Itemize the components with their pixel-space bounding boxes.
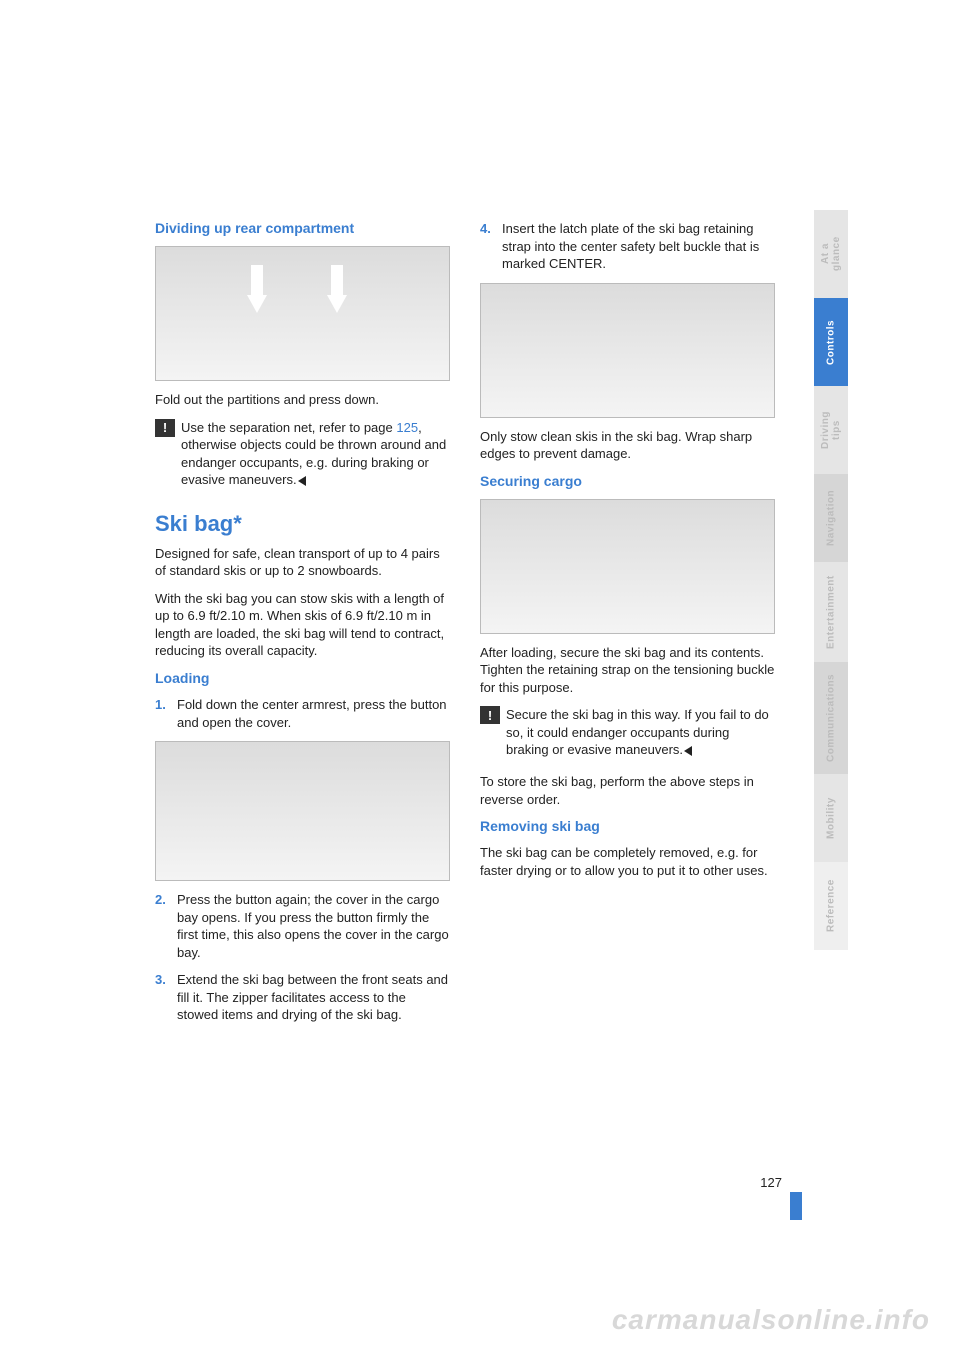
step-4-num: 4. (480, 220, 491, 238)
page-number: 127 (760, 1175, 782, 1190)
note1-a: Use the separation net, refer to page (181, 420, 396, 435)
watermark-text: carmanualsonline.info (612, 1304, 930, 1336)
step-1-text: Fold down the center armrest, press the … (177, 697, 447, 730)
heading-removing: Removing ski bag (480, 818, 775, 834)
right-column: 4. Insert the latch plate of the ski bag … (480, 220, 775, 1034)
text-fold-partitions: Fold out the partitions and press down. (155, 391, 450, 409)
step-1: 1. Fold down the center armrest, press th… (155, 696, 450, 731)
step-2-num: 2. (155, 891, 166, 909)
page-number-bar (790, 1192, 802, 1220)
step-3-num: 3. (155, 971, 166, 989)
warning-separation-net: Use the separation net, refer to page 12… (155, 419, 450, 489)
text-store: To store the ski bag, perform the above … (480, 773, 775, 808)
warning-text-2: Secure the ski bag in this way. If you f… (506, 706, 775, 759)
steps-loading-c: 4. Insert the latch plate of the ski bag … (480, 220, 775, 273)
note2-text: Secure the ski bag in this way. If you f… (506, 707, 769, 757)
step-1-num: 1. (155, 696, 166, 714)
figure-latch-plate (480, 283, 775, 418)
warning-secure-bag: Secure the ski bag in this way. If you f… (480, 706, 775, 759)
text-ski1: Designed for safe, clean transport of up… (155, 545, 450, 580)
content-columns: Dividing up rear compartment Fold out th… (155, 220, 775, 1034)
step-2-text: Press the button again; the cover in the… (177, 892, 449, 960)
tab-driving-tips[interactable]: Driving tips (814, 386, 848, 474)
text-ski2: With the ski bag you can stow skis with … (155, 590, 450, 660)
heading-dividing: Dividing up rear compartment (155, 220, 450, 236)
warning-icon (155, 419, 175, 437)
steps-loading-a: 1. Fold down the center armrest, press th… (155, 696, 450, 731)
warning-text: Use the separation net, refer to page 12… (181, 419, 450, 489)
tab-at-a-glance[interactable]: At a glance (814, 210, 848, 298)
text-stow: Only stow clean skis in the ski bag. Wra… (480, 428, 775, 463)
figure-armrest-cover (155, 741, 450, 881)
page-root: Dividing up rear compartment Fold out th… (0, 0, 960, 1358)
tab-entertainment[interactable]: Entertainment (814, 562, 848, 662)
warning-icon (480, 706, 500, 724)
step-2: 2. Press the button again; the cover in t… (155, 891, 450, 961)
step-3-text: Extend the ski bag between the front sea… (177, 972, 448, 1022)
text-remove: The ski bag can be completely removed, e… (480, 844, 775, 879)
tab-mobility[interactable]: Mobility (814, 774, 848, 862)
heading-loading: Loading (155, 670, 450, 686)
link-page-125[interactable]: 125 (396, 420, 418, 435)
steps-loading-b: 2. Press the button again; the cover in t… (155, 891, 450, 1024)
tab-reference[interactable]: Reference (814, 862, 848, 950)
step-4: 4. Insert the latch plate of the ski bag … (480, 220, 775, 273)
step-4-text: Insert the latch plate of the ski bag re… (502, 221, 759, 271)
step-3: 3. Extend the ski bag between the front s… (155, 971, 450, 1024)
left-column: Dividing up rear compartment Fold out th… (155, 220, 450, 1034)
figure-securing-cargo (480, 499, 775, 634)
heading-securing: Securing cargo (480, 473, 775, 489)
end-marker-icon (298, 476, 306, 486)
tab-controls[interactable]: Controls (814, 298, 848, 386)
text-secure1: After loading, secure the ski bag and it… (480, 644, 775, 697)
tab-navigation[interactable]: Navigation (814, 474, 848, 562)
figure-rear-compartment (155, 246, 450, 381)
tab-communications[interactable]: Communications (814, 662, 848, 774)
side-tabs: At a glanceControlsDriving tipsNavigatio… (814, 210, 848, 950)
heading-ski-bag: Ski bag* (155, 511, 450, 537)
end-marker-icon (684, 746, 692, 756)
